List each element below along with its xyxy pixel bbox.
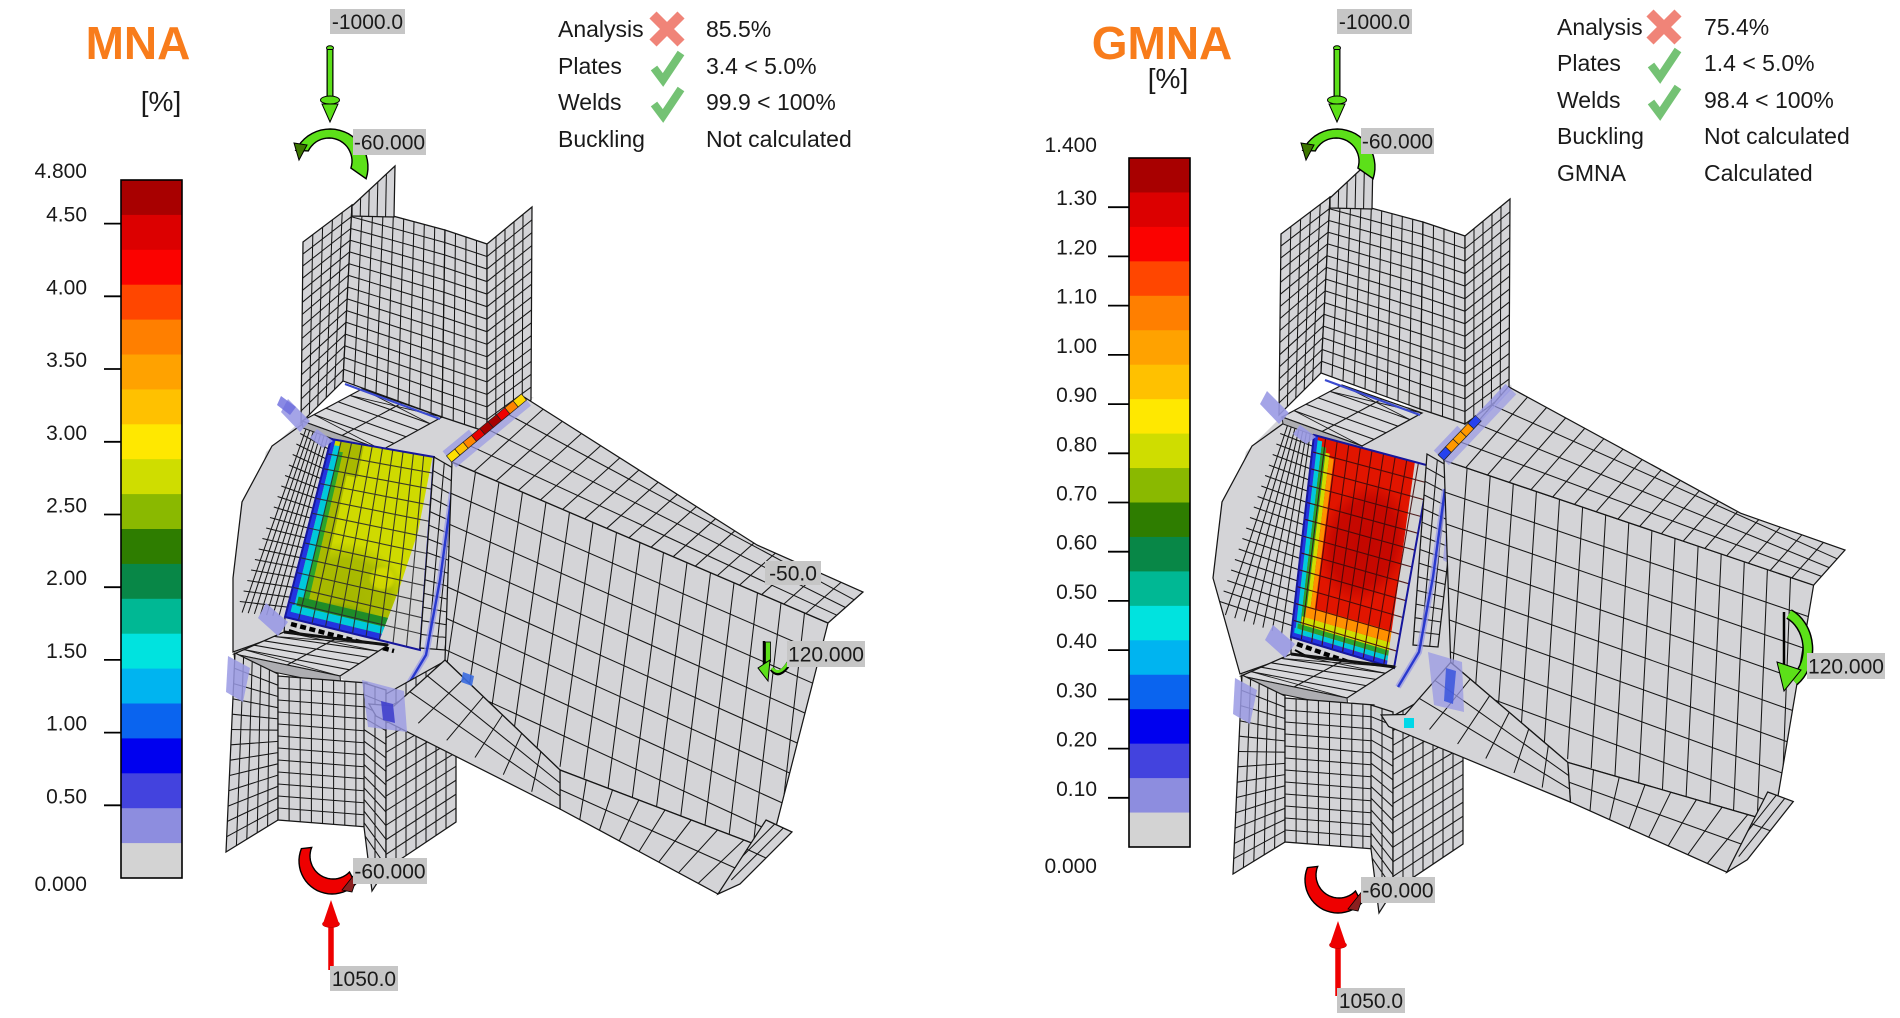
svg-text:85.5%: 85.5% — [706, 16, 771, 42]
svg-text:Plates: Plates — [558, 53, 622, 79]
svg-text:-1000.0: -1000.0 — [1339, 11, 1410, 34]
svg-text:98.4 < 100%: 98.4 < 100% — [1704, 87, 1834, 113]
svg-text:1.00: 1.00 — [46, 713, 87, 736]
svg-text:1.50: 1.50 — [46, 640, 87, 663]
svg-text:0.70: 0.70 — [1056, 483, 1097, 506]
svg-text:0.90: 0.90 — [1056, 384, 1097, 407]
svg-text:MNA: MNA — [86, 17, 191, 69]
svg-text:0.10: 0.10 — [1056, 778, 1097, 801]
svg-text:[%]: [%] — [141, 86, 181, 117]
svg-text:3.00: 3.00 — [46, 422, 87, 445]
svg-text:4.00: 4.00 — [46, 276, 87, 299]
svg-text:0.40: 0.40 — [1056, 630, 1097, 653]
svg-text:Not calculated: Not calculated — [706, 126, 852, 152]
svg-text:0.80: 0.80 — [1056, 433, 1097, 456]
svg-text:99.9 < 100%: 99.9 < 100% — [706, 89, 836, 115]
svg-text:1.10: 1.10 — [1056, 286, 1097, 309]
svg-text:Buckling: Buckling — [1557, 123, 1644, 149]
svg-text:1.400: 1.400 — [1044, 134, 1097, 157]
svg-text:2.50: 2.50 — [46, 494, 87, 517]
svg-text:1050.0: 1050.0 — [1339, 990, 1403, 1013]
svg-text:75.4%: 75.4% — [1704, 14, 1769, 40]
svg-text:Buckling: Buckling — [558, 126, 645, 152]
svg-text:0.50: 0.50 — [46, 785, 87, 808]
svg-text:3.4 < 5.0%: 3.4 < 5.0% — [706, 53, 817, 79]
svg-text:-1000.0: -1000.0 — [332, 11, 403, 34]
svg-text:Welds: Welds — [1557, 87, 1621, 113]
svg-text:GMNA: GMNA — [1092, 17, 1233, 69]
svg-text:Analysis: Analysis — [1557, 14, 1643, 40]
svg-text:Calculated: Calculated — [1704, 160, 1813, 186]
svg-text:Not calculated: Not calculated — [1704, 123, 1850, 149]
svg-text:0.60: 0.60 — [1056, 532, 1097, 555]
svg-text:Welds: Welds — [558, 89, 622, 115]
svg-text:-60.000: -60.000 — [354, 860, 425, 883]
svg-text:0.50: 0.50 — [1056, 581, 1097, 604]
svg-text:1.20: 1.20 — [1056, 236, 1097, 259]
svg-text:120.000: 120.000 — [1808, 655, 1884, 678]
svg-text:4.800: 4.800 — [34, 160, 87, 183]
svg-text:3.50: 3.50 — [46, 349, 87, 372]
svg-text:-60.000: -60.000 — [354, 131, 425, 154]
svg-text:120.000: 120.000 — [788, 643, 864, 666]
svg-text:-50.0: -50.0 — [769, 562, 817, 585]
svg-text:-60.000: -60.000 — [1362, 879, 1433, 902]
svg-text:1.4 < 5.0%: 1.4 < 5.0% — [1704, 50, 1815, 76]
svg-text:1.00: 1.00 — [1056, 335, 1097, 358]
svg-text:-60.000: -60.000 — [1362, 130, 1433, 153]
svg-text:Analysis: Analysis — [558, 16, 644, 42]
svg-text:GMNA: GMNA — [1557, 160, 1627, 186]
svg-text:0.000: 0.000 — [34, 873, 87, 896]
svg-text:Plates: Plates — [1557, 50, 1621, 76]
svg-text:0.20: 0.20 — [1056, 729, 1097, 752]
svg-text:4.50: 4.50 — [46, 204, 87, 227]
svg-text:0.30: 0.30 — [1056, 679, 1097, 702]
svg-text:2.00: 2.00 — [46, 567, 87, 590]
svg-text:[%]: [%] — [1148, 63, 1188, 94]
svg-text:1.30: 1.30 — [1056, 187, 1097, 210]
svg-text:1050.0: 1050.0 — [332, 968, 396, 991]
svg-text:0.000: 0.000 — [1044, 855, 1097, 878]
